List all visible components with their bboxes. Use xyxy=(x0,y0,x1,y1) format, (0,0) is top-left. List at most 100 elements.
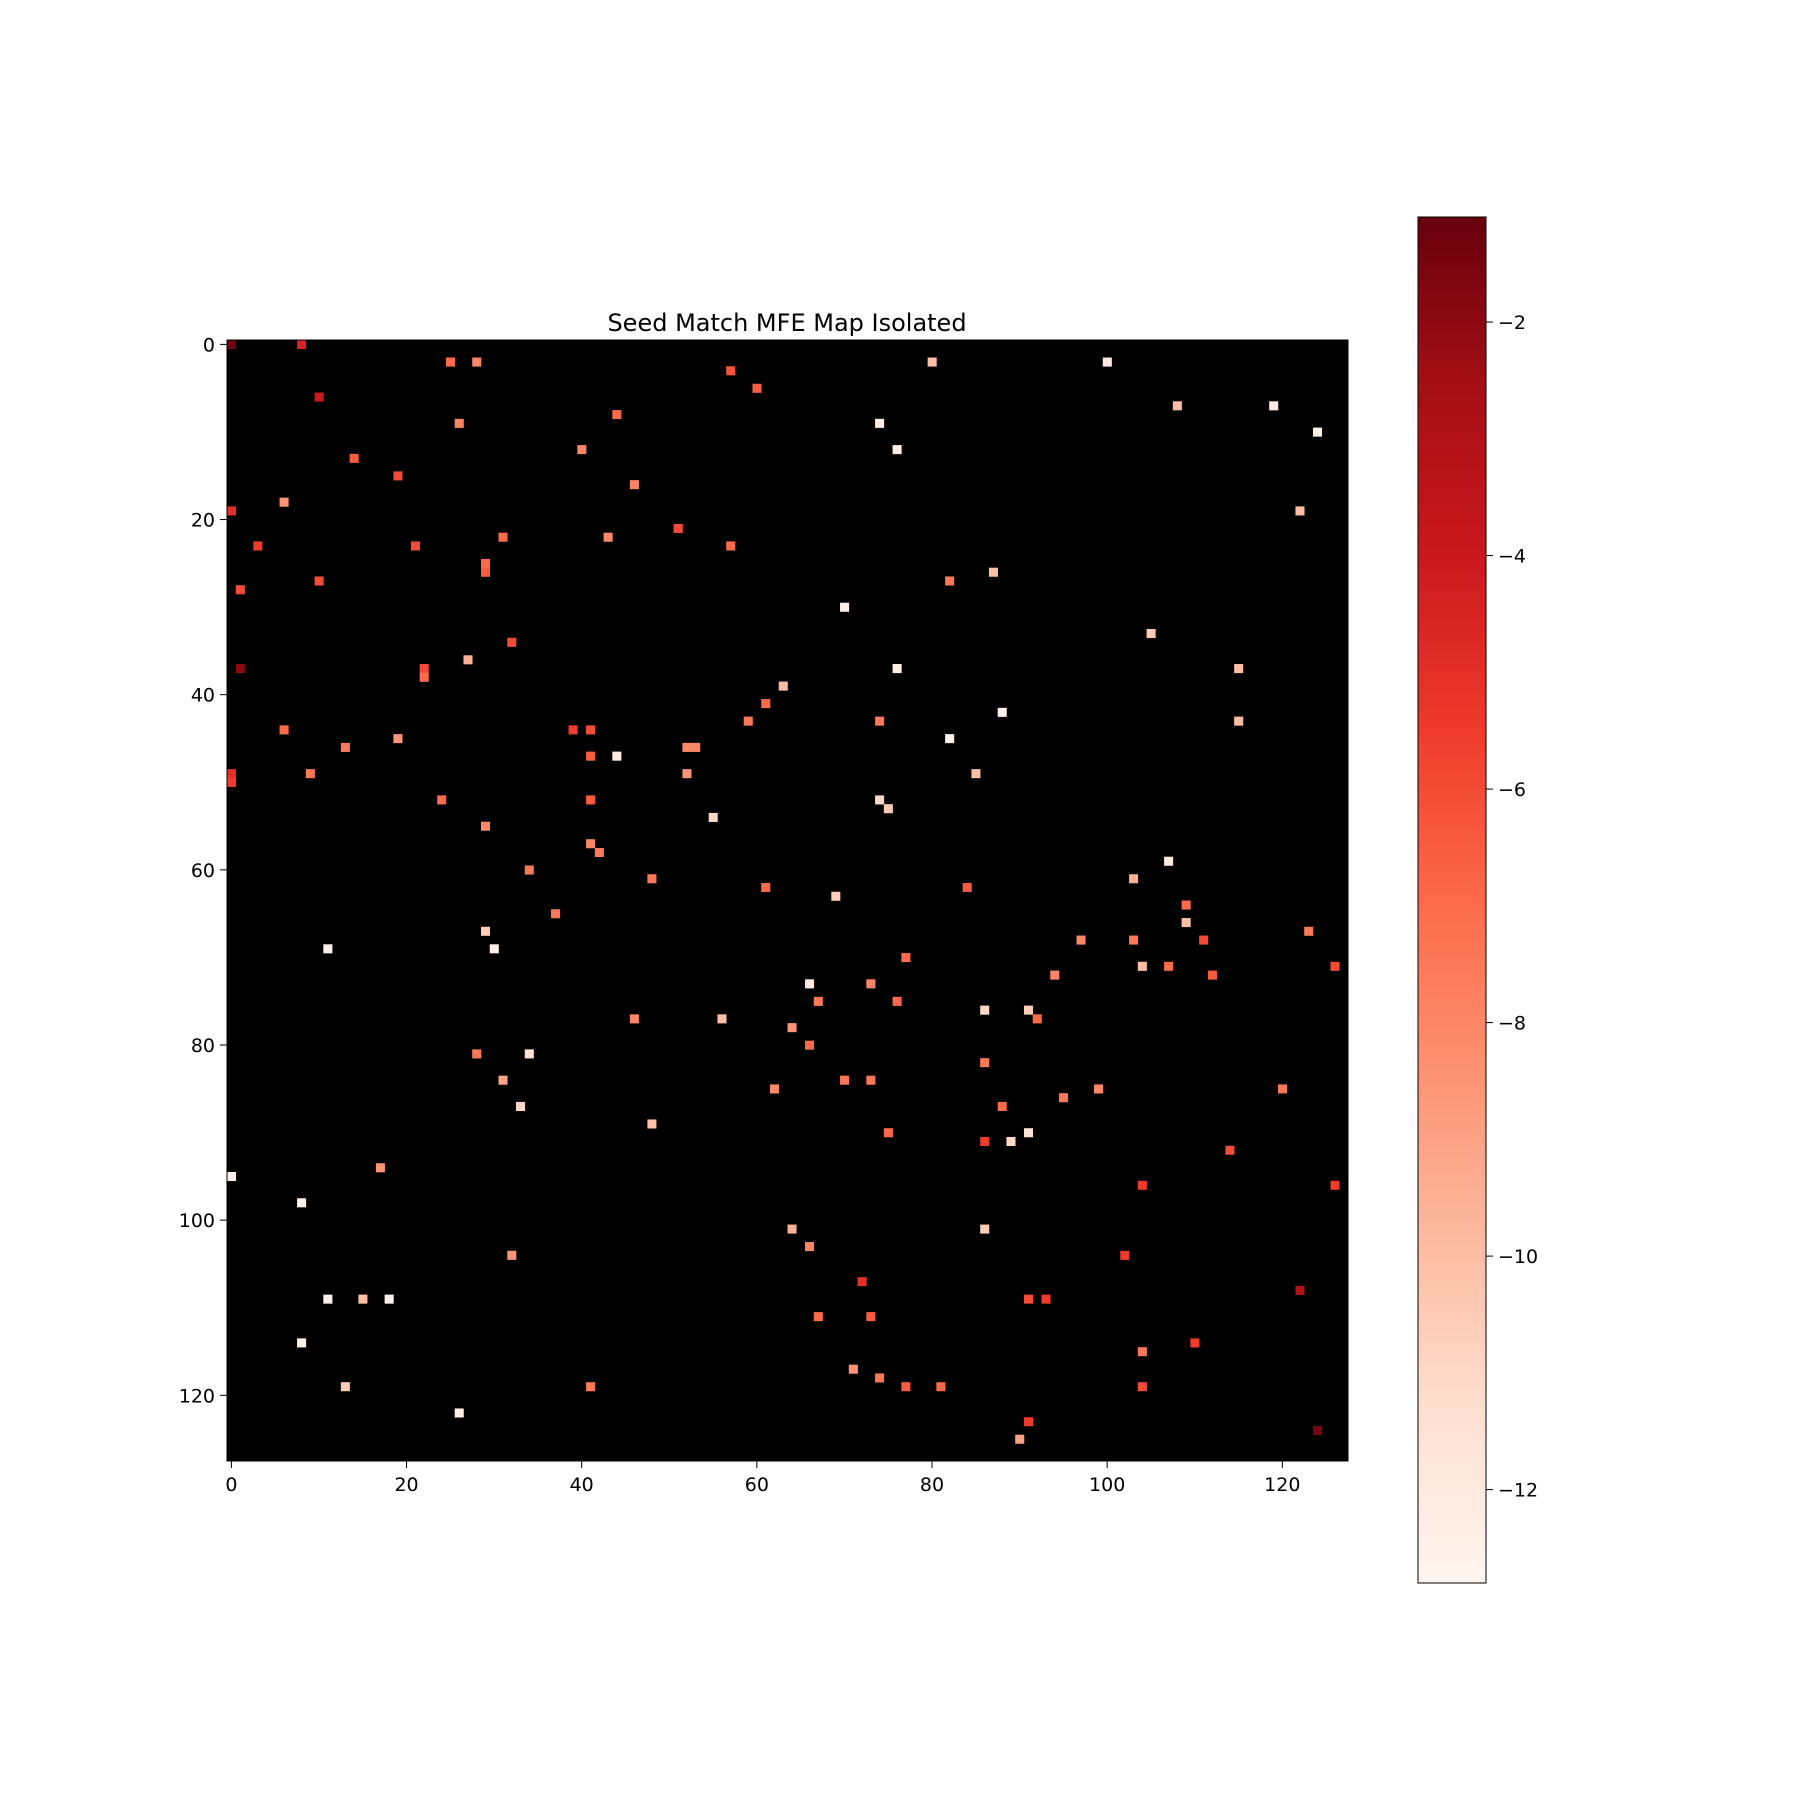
heatmap-cell xyxy=(305,769,315,779)
heatmap-cell xyxy=(507,637,517,647)
heatmap-cell xyxy=(1181,918,1191,928)
x-axis: 0 20 40 60 80 100 120 xyxy=(225,1461,1300,1496)
heatmap-cell xyxy=(1137,1382,1147,1392)
heatmap-cell xyxy=(227,769,237,779)
y-axis: 0 20 40 60 80 100 120 xyxy=(179,334,227,1407)
heatmap-cell xyxy=(586,725,596,735)
heatmap-cell xyxy=(1137,1347,1147,1357)
heatmap-cell xyxy=(743,716,753,726)
heatmap-cell xyxy=(1032,1014,1042,1024)
colorbar-tick-label: −12 xyxy=(1498,1480,1538,1502)
y-tick-label: 80 xyxy=(191,1035,215,1057)
heatmap-cell xyxy=(945,576,955,586)
y-tick-label: 60 xyxy=(191,860,215,882)
heatmap-cell xyxy=(682,742,692,752)
colorbar-tick-label: −4 xyxy=(1498,546,1526,568)
heatmap-cell xyxy=(1129,874,1139,884)
heatmap-cell xyxy=(480,821,491,831)
heatmap-cell xyxy=(945,734,955,744)
x-tick-label: 0 xyxy=(225,1474,237,1496)
heatmap-cell xyxy=(866,1312,876,1322)
heatmap-cell xyxy=(813,1312,823,1322)
heatmap-cell xyxy=(227,340,237,350)
heatmap-cell xyxy=(1120,1250,1130,1260)
heatmap-cell xyxy=(813,996,823,1006)
heatmap-cell xyxy=(1129,935,1139,945)
heatmap-cell xyxy=(840,1075,850,1085)
heatmap-cell xyxy=(612,410,622,420)
heatmap-cell xyxy=(437,795,447,805)
heatmap-cell xyxy=(1137,1180,1147,1190)
colorbar-tick-label: −8 xyxy=(1498,1013,1526,1035)
x-tick-label: 60 xyxy=(745,1474,769,1496)
heatmap-cell xyxy=(936,1382,946,1392)
heatmap-cell xyxy=(480,567,491,577)
heatmap-cell xyxy=(1076,935,1086,945)
heatmap-cell xyxy=(1312,427,1323,437)
heatmap-cell xyxy=(507,1250,517,1260)
heatmap-cell xyxy=(988,567,998,577)
heatmap-cell xyxy=(1190,1338,1200,1348)
heatmap-cell xyxy=(1207,970,1217,980)
heatmap-cell xyxy=(1023,1294,1034,1304)
heatmap-cell xyxy=(1041,1294,1051,1304)
heatmap-cell xyxy=(761,882,771,893)
x-tick-label: 20 xyxy=(394,1474,418,1496)
y-tick-label: 20 xyxy=(191,510,215,532)
heatmap-cell xyxy=(524,865,534,875)
heatmap-cell xyxy=(927,357,937,367)
heatmap-cell xyxy=(594,847,604,858)
heatmap-cell xyxy=(1172,401,1182,411)
heatmap-cell xyxy=(1102,357,1112,367)
colorbar-ticks: −2 −4 −6 −8 −10 −12 xyxy=(1486,312,1538,1502)
heatmap-cell xyxy=(297,1198,307,1208)
heatmap-cell xyxy=(778,681,788,691)
heatmap-cell xyxy=(962,882,972,893)
heatmap-cell xyxy=(393,471,403,481)
heatmap-cell xyxy=(980,1136,990,1147)
heatmap-cell xyxy=(805,979,815,989)
heatmap-cell xyxy=(892,664,902,674)
heatmap-cell xyxy=(577,445,587,455)
heatmap-cell xyxy=(419,664,429,674)
heatmap-cell xyxy=(1269,401,1279,411)
colorbar-tick-label: −10 xyxy=(1498,1246,1538,1268)
heatmap-cell xyxy=(647,874,657,884)
heatmap-cell xyxy=(726,366,736,376)
heatmap-cell xyxy=(1199,935,1209,945)
heatmap-cell xyxy=(603,532,613,542)
heatmap-cell xyxy=(279,725,289,735)
heatmap-cell xyxy=(227,506,237,516)
heatmap-cell xyxy=(892,996,902,1006)
heatmap-cell xyxy=(875,418,885,428)
heatmap-cell xyxy=(1330,961,1340,971)
heatmap-cell xyxy=(393,734,403,744)
heatmap-cell xyxy=(1015,1434,1025,1444)
heatmap-cell xyxy=(997,707,1007,717)
heatmap-cell xyxy=(498,1075,508,1085)
x-tick-label: 100 xyxy=(1089,1474,1125,1496)
heatmap-cell xyxy=(1234,716,1244,726)
heatmap-cell xyxy=(498,532,508,542)
colorbar-tick-label: −6 xyxy=(1498,779,1526,801)
heatmap-cell xyxy=(463,655,473,665)
heatmap-cell xyxy=(1058,1093,1069,1103)
heatmap-cell xyxy=(454,1408,464,1418)
heatmap-cell xyxy=(726,541,736,551)
plot-frame xyxy=(226,339,1349,1462)
heatmap-cell xyxy=(1181,900,1191,910)
heatmap-cell xyxy=(323,944,333,954)
heatmap-cell xyxy=(866,979,876,989)
heatmap-cell xyxy=(673,523,683,533)
heatmap-cell xyxy=(227,1171,237,1182)
heatmap-cell xyxy=(586,751,596,761)
heatmap-cell xyxy=(761,699,771,709)
heatmap-cells xyxy=(227,340,1340,1444)
heatmap-cell xyxy=(340,742,350,752)
heatmap-cell xyxy=(1304,926,1314,936)
heatmap-cell xyxy=(1234,664,1244,674)
heatmap-cell xyxy=(769,1084,780,1094)
heatmap-cell xyxy=(883,1128,893,1138)
heatmap-cell xyxy=(551,909,561,919)
